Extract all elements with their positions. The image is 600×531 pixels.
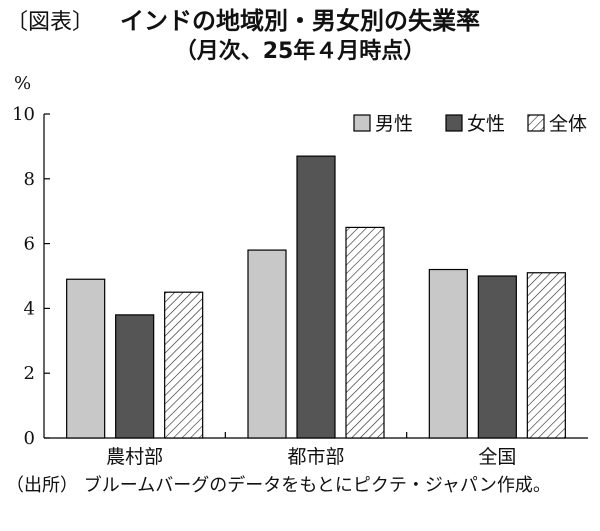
y-tick-label: 8	[24, 169, 35, 190]
legend-swatch	[445, 114, 463, 132]
bar	[115, 314, 155, 439]
legend: 男性 女性 全体	[353, 113, 587, 135]
x-tick-label: 全国	[478, 446, 516, 468]
y-tick-label: 2	[24, 363, 35, 384]
bar	[345, 226, 385, 439]
bar	[526, 272, 566, 439]
bar	[296, 155, 336, 439]
legend-label: 男性	[375, 113, 413, 135]
y-tick-label: 0	[24, 428, 35, 449]
source-label: （出所）	[6, 475, 78, 496]
legend-label: 全体	[549, 113, 587, 135]
chart-subtitle: （月次、25年４月時点）	[174, 39, 426, 64]
bar	[66, 278, 106, 439]
bar	[247, 249, 287, 439]
source-note: （出所） ブルームバーグのデータをもとにピクテ・ジャパン作成。	[6, 474, 564, 498]
chart-title: インドの地域別・男女別の失業率	[120, 7, 480, 35]
legend-label: 女性	[467, 113, 505, 135]
legend-swatch	[527, 114, 545, 132]
y-tick-label: 6	[24, 234, 35, 255]
bar	[428, 268, 468, 439]
figure-label: 〔図表〕	[6, 10, 95, 35]
bar	[164, 291, 204, 439]
bar	[477, 275, 517, 439]
x-tick-label: 農村部	[106, 446, 163, 468]
legend-swatch	[353, 114, 371, 132]
y-tick-label: 10	[12, 104, 35, 125]
y-axis-unit: %	[14, 73, 32, 94]
bars	[66, 155, 566, 439]
y-tick-label: 4	[24, 298, 35, 319]
source-text: ブルームバーグのデータをもとにピクテ・ジャパン作成。	[83, 475, 551, 496]
x-tick-label: 都市部	[287, 446, 344, 468]
